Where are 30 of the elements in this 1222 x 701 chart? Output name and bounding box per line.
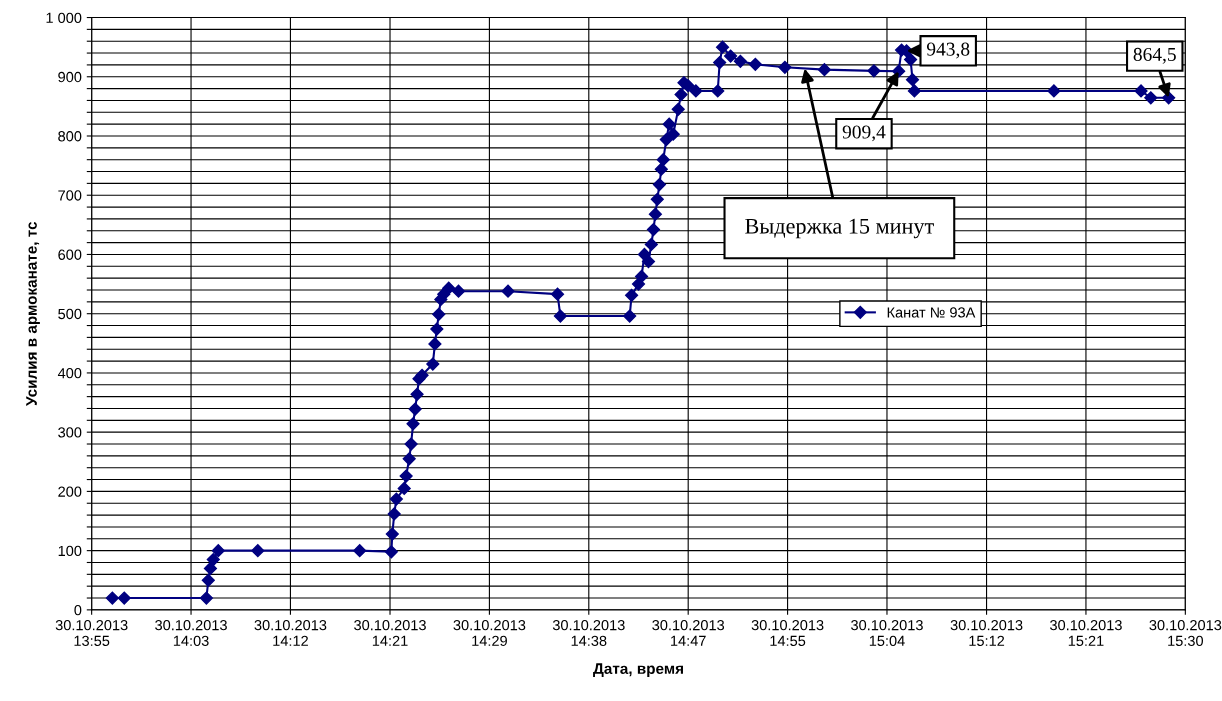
annotation: 943,8 — [926, 42, 970, 59]
y-tick-label: 1 000 — [46, 12, 82, 23]
x-tick-label: 30.10.2013 15:21 — [1050, 619, 1122, 647]
x-tick-label: 30.10.2013 14:12 — [254, 619, 327, 646]
y-axis-title: Усилия в армоканате, тс — [26, 221, 40, 406]
x-tick-label: 30.10.2013 13:55 — [55, 619, 128, 647]
y-tick-label: 700 — [58, 190, 82, 201]
x-tick-label: 30.10.2013 15:04 — [851, 619, 923, 647]
x-tick-label: 30.10.2013 15:30 — [1149, 619, 1222, 647]
x-tick-label: 30.10.2013 14:21 — [354, 619, 426, 646]
y-tick-label: 0 — [74, 604, 82, 616]
y-tick-label: 200 — [58, 486, 82, 497]
y-tick-label: 500 — [58, 308, 82, 320]
x-tick-label: 30.10.2013 14:55 — [751, 619, 824, 647]
annotation: Выдержка 15 минут — [745, 218, 934, 239]
y-tick-label: 900 — [58, 71, 82, 83]
x-tick-label: 30.10.2013 14:38 — [552, 619, 625, 647]
y-tick-label: 800 — [58, 131, 82, 142]
y-tick-label: 300 — [58, 427, 82, 438]
y-tick-label: 600 — [58, 249, 82, 260]
annotation: 909,4 — [842, 125, 886, 142]
x-axis-title: Дата, время — [593, 663, 683, 678]
x-tick-label: 30.10.2013 15:12 — [950, 619, 1023, 647]
annotation: 864,5 — [1133, 47, 1176, 64]
legend-label: Канат № 93А — [887, 307, 976, 318]
x-tick-label: 30.10.2013 14:47 — [652, 619, 725, 646]
x-tick-label: 30.10.2013 14:03 — [155, 619, 227, 647]
x-tick-label: 30.10.2013 14:29 — [453, 619, 526, 647]
y-tick-label: 100 — [58, 545, 82, 557]
y-tick-label: 400 — [57, 368, 82, 379]
